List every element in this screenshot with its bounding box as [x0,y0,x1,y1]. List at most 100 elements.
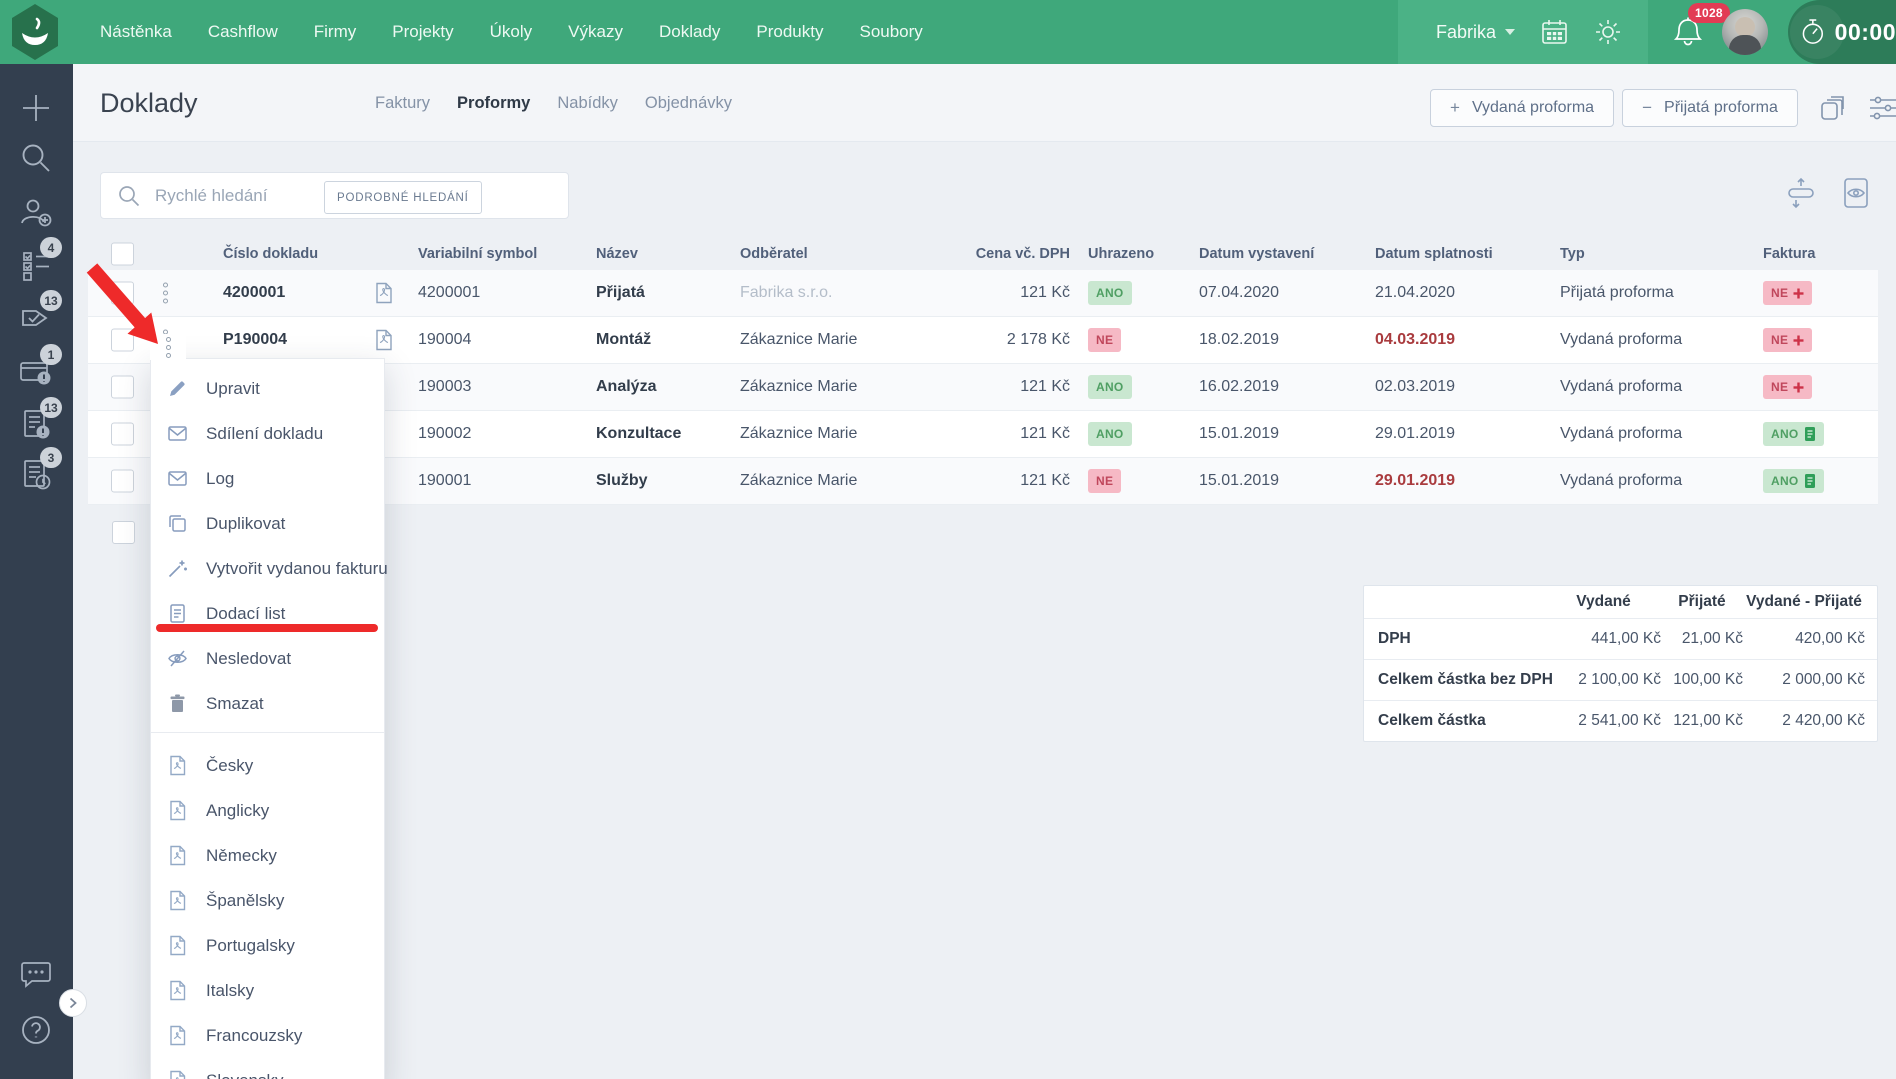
table-row[interactable]: 190001 Služby Zákaznice Marie 121 Kč NE … [88,458,1878,505]
add-contact-icon[interactable] [18,195,54,231]
workspace-name: Fabrika [1435,21,1496,42]
help-icon[interactable] [18,1012,54,1048]
row-menu-dots[interactable] [160,280,171,307]
advanced-search-button[interactable]: PODROBNÉ HLEDÁNÍ [324,181,482,214]
col-cislo-dokladu[interactable]: Číslo dokladu [223,246,319,262]
col-datum-vystaveni[interactable]: Datum vystavení [1199,246,1315,262]
invoice-badge[interactable]: ANO [1763,469,1824,493]
pdf-icon[interactable] [375,329,392,351]
time-tracker[interactable]: 00:00 [1788,0,1896,64]
doc-name[interactable]: Montáž [596,331,652,348]
col-cena[interactable]: Cena vč. DPH [975,246,1070,262]
checklist-icon[interactable]: 4 [18,237,62,283]
document-time-icon[interactable]: 3 [18,447,62,493]
pdf-icon[interactable] [375,282,392,304]
row-checkbox[interactable] [111,281,134,305]
invoice-badge[interactable]: NE [1763,328,1813,352]
calendar-icon[interactable] [1541,18,1568,46]
workspace-switcher[interactable]: Fabrika [1436,22,1515,43]
invoice-badge[interactable]: NE [1763,281,1813,305]
doc-name[interactable]: Konzultace [596,425,682,442]
col-typ[interactable]: Typ [1560,246,1585,262]
menu-lang-cesky[interactable]: Česky [151,743,384,788]
filter-settings-icon[interactable] [1868,93,1896,123]
nav-item-nastenka[interactable]: Nástěnka [100,22,172,41]
doc-number[interactable]: P190004 [223,331,288,348]
menu-item-dodaci-list[interactable]: Dodací list [151,591,384,636]
search-icon[interactable] [18,140,54,176]
menu-lang-portugalsky[interactable]: Portugalsky [151,923,384,968]
menu-lang-spanelsky[interactable]: Španělsky [151,878,384,923]
add-icon[interactable] [18,90,54,126]
row-checkbox[interactable] [111,328,134,352]
nav-item-soubory[interactable]: Soubory [859,22,923,41]
approve-icon[interactable]: 13 [18,290,62,336]
menu-item-nesledovat[interactable]: Nesledovat [151,636,384,681]
tab-faktury[interactable]: Faktury [375,94,431,112]
table-row[interactable]: 190002 Konzultace Zákaznice Marie 121 Kč… [88,411,1878,458]
menu-lang-slovensky[interactable]: Slovensky [151,1058,384,1079]
nav-item-produkty[interactable]: Produkty [756,22,824,41]
col-odberatel[interactable]: Odběratel [740,246,808,262]
row-menu-anchor[interactable] [150,334,186,360]
footer-select-checkbox[interactable] [112,521,135,544]
tab-objednavky[interactable]: Objednávky [644,94,733,112]
nav-item-doklady[interactable]: Doklady [658,22,721,41]
nav-item-cashflow[interactable]: Cashflow [207,22,278,41]
menu-lang-anglicky[interactable]: Anglicky [151,788,384,833]
nav-item-ukoly[interactable]: Úkoly [489,22,533,41]
row-checkbox[interactable] [111,375,134,399]
row-menu-dots[interactable] [163,334,174,361]
issue-date: 15.01.2019 [1199,472,1280,489]
nav-item-firmy[interactable]: Firmy [313,22,357,41]
table-row[interactable]: P190004 190004 Montáž Zákaznice Marie 2 … [88,317,1878,364]
col-nazev[interactable]: Název [596,246,638,262]
menu-item-duplikovat[interactable]: Duplikovat [151,501,384,546]
nav-item-projekty[interactable]: Projekty [392,22,454,41]
col-faktura[interactable]: Faktura [1763,246,1816,262]
tab-nabidky[interactable]: Nabídky [557,94,618,112]
copy-documents-icon[interactable] [1820,95,1846,121]
gear-icon[interactable] [1594,18,1622,46]
timer-value: 00:00 [1834,18,1896,45]
app-logo-icon[interactable] [8,3,62,61]
top-navbar: Nástěnka Cashflow Firmy Projekty Úkoly V… [0,0,1896,64]
payment-alert-icon[interactable]: 1 [18,344,62,390]
col-uhrazeno[interactable]: Uhrazeno [1088,246,1155,262]
invoice-badge[interactable]: ANO [1763,422,1824,446]
nav-item-vykazy[interactable]: Výkazy [568,22,623,41]
document-alert-icon[interactable]: 13 [18,397,62,443]
due-date: 04.03.2019 [1375,331,1456,348]
menu-item-upravit[interactable]: Upravit [151,366,384,411]
menu-item-vytvorit-fakturu[interactable]: Vytvořit vydanou fakturu [151,546,388,591]
column-visibility-icon[interactable] [1842,176,1870,210]
invoice-badge[interactable]: NE [1763,375,1813,399]
menu-item-sdileni[interactable]: Sdílení dokladu [151,411,384,456]
add-issued-proforma-button[interactable]: + Vydaná proforma [1430,89,1615,127]
select-all-checkbox[interactable] [111,242,134,266]
search-icon [119,185,140,206]
row-checkbox[interactable] [111,422,134,446]
menu-item-smazat[interactable]: Smazat [151,681,384,726]
table-row[interactable]: 190003 Analýza Zákaznice Marie 121 Kč AN… [88,364,1878,411]
menu-lang-italsky[interactable]: Italsky [151,968,384,1013]
doc-name[interactable]: Analýza [596,378,657,395]
edit-pencil-icon [170,381,185,396]
add-received-proforma-button[interactable]: − Přijatá proforma [1622,89,1798,127]
doc-name[interactable]: Služby [596,472,648,489]
row-height-toggle-icon[interactable] [1786,176,1816,210]
col-variabilni-symbol[interactable]: Variabilní symbol [418,246,538,262]
table-row[interactable]: 4200001 4200001 Přijatá Fabrika s.r.o. 1… [88,270,1878,317]
col-datum-splatnosti[interactable]: Datum splatnosti [1375,246,1493,262]
sidebar-expand-toggle[interactable] [59,989,87,1017]
chat-icon[interactable] [18,957,54,993]
notifications-bell[interactable]: 1028 [1672,3,1730,49]
avatar[interactable] [1722,9,1768,55]
doc-name[interactable]: Přijatá [596,284,645,301]
menu-item-log[interactable]: Log [151,456,384,501]
menu-lang-francouzsky[interactable]: Francouzsky [151,1013,384,1058]
row-checkbox[interactable] [111,469,134,493]
tab-proformy[interactable]: Proformy [457,94,531,112]
doc-number[interactable]: 4200001 [223,284,286,301]
menu-lang-nemecky[interactable]: Německy [151,833,384,878]
